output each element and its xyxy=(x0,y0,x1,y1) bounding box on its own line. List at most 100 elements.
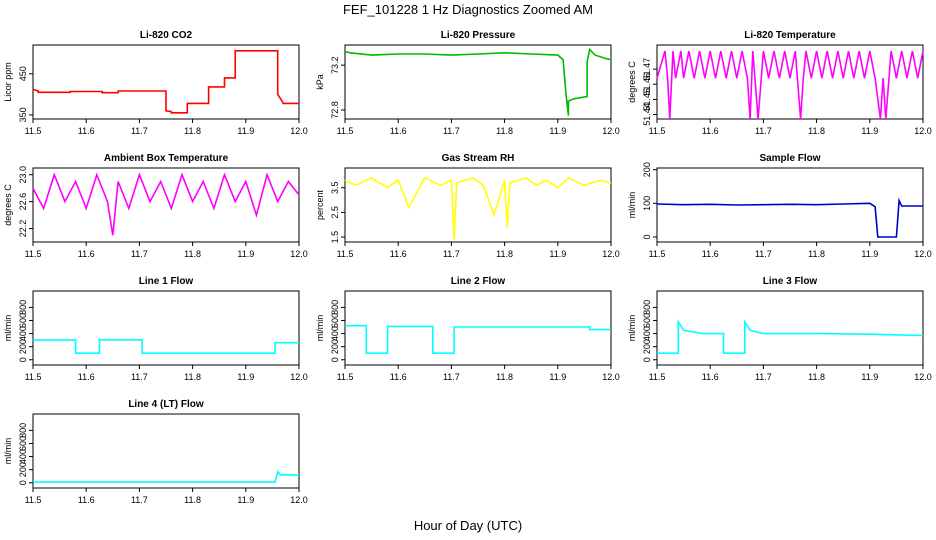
y-tick-label: 400 xyxy=(642,326,652,341)
figure-title: FEF_101228 1 Hz Diagnostics Zoomed AM xyxy=(343,2,593,17)
x-tick-label: 11.8 xyxy=(184,126,201,136)
panel-title: Line 2 Flow xyxy=(451,276,506,287)
x-tick-label: 11.6 xyxy=(390,372,407,382)
x-tick-label: 11.8 xyxy=(808,126,825,136)
panel-title: Li-820 Temperature xyxy=(744,30,836,41)
y-tick-label: 600 xyxy=(18,313,28,328)
y-tick-label: 23.0 xyxy=(18,166,28,184)
x-tick-label: 11.5 xyxy=(649,249,666,259)
y-tick-label: 0 xyxy=(18,357,28,362)
x-tick-label: 11.7 xyxy=(131,249,148,259)
x-tick-label: 11.6 xyxy=(78,126,95,136)
plot-frame xyxy=(344,44,612,120)
y-tick-label: 3.5 xyxy=(330,181,340,194)
y-tick-label: 0 xyxy=(642,234,652,239)
y-axis-label: degrees C xyxy=(627,61,637,103)
x-tick-label: 11.8 xyxy=(184,249,201,259)
x-tick-label: 11.7 xyxy=(131,495,148,505)
x-tick-label: 11.5 xyxy=(337,249,354,259)
x-tick-label: 11.7 xyxy=(443,126,460,136)
x-tick-label: 11.6 xyxy=(390,249,407,259)
panel-title: Li-820 CO2 xyxy=(140,30,193,41)
x-tick-label: 11.5 xyxy=(649,372,666,382)
y-tick-label: 800 xyxy=(330,300,340,315)
y-tick-label: 72.8 xyxy=(330,101,340,119)
y-tick-label: 22.6 xyxy=(18,193,28,211)
x-tick-label: 11.9 xyxy=(549,249,566,259)
panel: Line 1 Flow 11.5 11.6 11.7 11.8 11.9 12.0 0 2004… xyxy=(3,276,308,382)
panel: Line 3 Flow 11.5 11.6 11.7 11.8 11.9 12.0 0 2004… xyxy=(627,276,932,382)
x-tick-label: 11.5 xyxy=(337,126,354,136)
panel: Line 4 (LT) Flow 11.5 11.6 11.7 11.8 11.9 12.0… xyxy=(3,399,308,505)
x-tick-label: 12.0 xyxy=(602,126,620,136)
y-axis-label: percent xyxy=(315,189,325,220)
x-tick-label: 12.0 xyxy=(914,126,932,136)
x-tick-label: 11.8 xyxy=(808,249,825,259)
plot-frame xyxy=(656,290,924,366)
y-tick-label: 2.5 xyxy=(330,206,340,219)
x-tick-label: 11.7 xyxy=(443,372,460,382)
y-axis-label: degrees C xyxy=(3,184,13,226)
panel-title: Line 1 Flow xyxy=(139,276,194,287)
panel-title: Line 3 Flow xyxy=(763,276,818,287)
x-tick-label: 11.6 xyxy=(702,249,719,259)
series-line xyxy=(33,338,299,355)
series-line xyxy=(32,49,299,114)
x-tick-label: 11.8 xyxy=(808,372,825,382)
plot-frame xyxy=(32,413,300,489)
y-axis-label: ml/min xyxy=(627,192,637,219)
panel: Gas Stream RH 11.5 11.6 11.7 11.8 11.9 12.0 1.5… xyxy=(315,153,620,259)
y-axis-label: ml/min xyxy=(3,315,13,342)
y-tick-label: 22.2 xyxy=(18,220,28,238)
series-line xyxy=(656,197,923,238)
y-tick-label: 200 xyxy=(18,462,28,477)
y-axis-label: kPa xyxy=(315,74,325,90)
x-tick-label: 11.6 xyxy=(702,372,719,382)
y-tick-label: 51.46 xyxy=(642,73,652,96)
series-line xyxy=(656,50,924,120)
y-tick-label: 0 xyxy=(18,480,28,485)
panel: Line 2 Flow 11.5 11.6 11.7 11.8 11.9 12.0 0 2004… xyxy=(315,276,620,382)
x-tick-label: 11.6 xyxy=(702,126,719,136)
x-tick-label: 11.5 xyxy=(337,372,354,382)
y-axis-label: ml/min xyxy=(315,315,325,342)
plot-frame xyxy=(656,44,924,120)
x-tick-label: 11.6 xyxy=(78,495,95,505)
y-tick-label: 200 xyxy=(642,339,652,354)
y-tick-label: 400 xyxy=(330,326,340,341)
series-line xyxy=(344,47,612,116)
y-tick-label: 51.47 xyxy=(642,58,652,81)
x-tick-label: 11.7 xyxy=(131,126,148,136)
plot-frame xyxy=(656,167,924,243)
x-tick-label: 12.0 xyxy=(914,372,932,382)
y-tick-label: 800 xyxy=(642,300,652,315)
x-tick-label: 11.9 xyxy=(237,495,254,505)
plot-frame xyxy=(32,167,300,243)
x-tick-label: 11.9 xyxy=(861,249,878,259)
series-line xyxy=(657,319,924,355)
series-line xyxy=(345,324,611,355)
x-tick-label: 12.0 xyxy=(602,249,620,259)
x-tick-label: 11.9 xyxy=(861,126,878,136)
y-tick-label: 600 xyxy=(18,436,28,451)
plot-frame xyxy=(344,290,612,366)
y-tick-label: 73.2 xyxy=(330,56,340,74)
x-tick-label: 11.9 xyxy=(549,126,566,136)
x-tick-label: 12.0 xyxy=(290,495,308,505)
plot-frame xyxy=(344,167,612,243)
y-axis-label: ml/min xyxy=(3,438,13,465)
x-tick-label: 11.9 xyxy=(549,372,566,382)
y-tick-label: 800 xyxy=(18,423,28,438)
x-tick-label: 11.8 xyxy=(184,372,201,382)
y-tick-label: 350 xyxy=(18,107,28,122)
y-tick-label: 0 xyxy=(330,357,340,362)
x-tick-label: 11.7 xyxy=(443,249,460,259)
y-tick-label: 200 xyxy=(642,162,652,177)
y-tick-label: 600 xyxy=(330,313,340,328)
panel-title: Gas Stream RH xyxy=(442,153,515,164)
y-tick-label: 450 xyxy=(18,66,28,81)
x-tick-label: 11.7 xyxy=(131,372,148,382)
panel: Li-820 Pressure 11.5 11.6 11.7 11.8 11.9 12.0 7… xyxy=(315,30,620,136)
y-tick-label: 100 xyxy=(642,196,652,211)
series-line xyxy=(33,469,299,483)
